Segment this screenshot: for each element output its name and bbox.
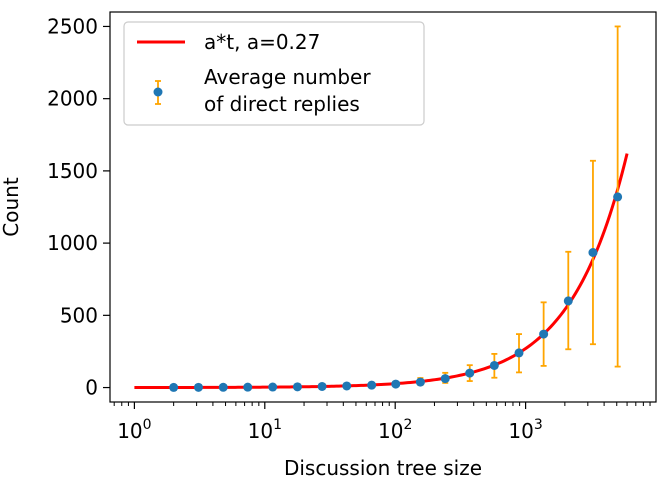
x-tick-label: 103 — [508, 417, 542, 443]
y-tick-label: 2000 — [47, 87, 98, 111]
data-point — [391, 379, 401, 389]
data-point — [342, 381, 352, 391]
legend-point-swatch — [153, 87, 163, 97]
x-tick-base: 10 — [248, 419, 273, 443]
fit-line — [134, 153, 629, 390]
data-point — [415, 377, 425, 387]
y-tick-label: 2500 — [47, 14, 98, 38]
x-tick-exponent: 2 — [403, 417, 412, 433]
data-point — [489, 360, 499, 370]
x-axis-label: Discussion tree size — [284, 456, 482, 480]
y-tick-label: 1500 — [47, 159, 98, 183]
data-point — [268, 382, 278, 392]
data-point — [539, 329, 549, 339]
data-point — [563, 296, 573, 306]
x-tick-label: 101 — [248, 417, 282, 443]
fit-layer — [134, 153, 629, 390]
y-tick-label: 0 — [85, 376, 98, 400]
legend-fit-label: a*t, a=0.27 — [204, 30, 320, 54]
data-point — [588, 248, 598, 257]
y-axis-label: Count — [0, 177, 23, 237]
legend: a*t, a=0.27 Average number of direct rep… — [123, 21, 425, 126]
y-tick-label: 1000 — [47, 231, 98, 255]
data-point — [169, 382, 179, 392]
data-point — [317, 381, 327, 391]
data-point — [292, 382, 302, 392]
x-tick-base: 10 — [508, 419, 533, 443]
x-tick-label: 100 — [117, 417, 151, 443]
data-point — [367, 380, 377, 390]
data-point — [514, 348, 524, 358]
x-tick-exponent: 1 — [273, 417, 282, 433]
point-layer — [169, 192, 623, 392]
legend-box — [123, 21, 425, 126]
x-tick-label: 102 — [378, 417, 412, 443]
x-tick-exponent: 3 — [534, 417, 543, 433]
data-point — [440, 374, 450, 384]
legend-points-label-line-2: of direct replies — [204, 92, 360, 116]
x-tick-base: 10 — [378, 419, 403, 443]
data-point — [193, 382, 203, 392]
data-point — [613, 192, 623, 202]
x-tick-exponent: 0 — [143, 417, 152, 433]
y-tick-label: 500 — [60, 303, 98, 327]
data-point — [243, 382, 253, 392]
legend-points-label-line-1: Average number — [204, 65, 371, 89]
data-point — [218, 382, 228, 392]
x-tick-base: 10 — [117, 419, 142, 443]
data-point — [465, 368, 475, 378]
